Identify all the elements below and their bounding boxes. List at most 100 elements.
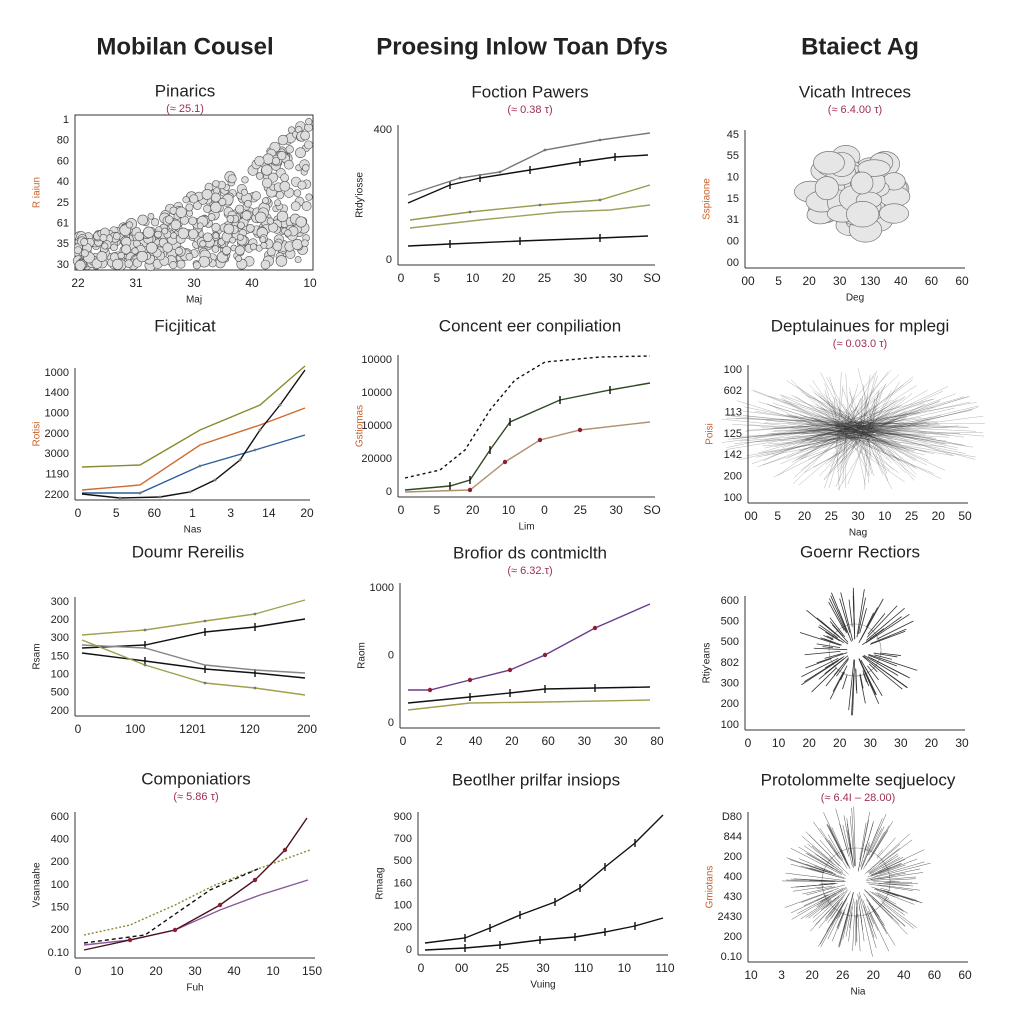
texture-lobe	[846, 201, 878, 227]
x-tick-label: 22	[71, 276, 85, 290]
x-tick-label: 60	[925, 274, 939, 288]
texture-dot	[286, 146, 294, 154]
y-axis-label: Gmiotans	[705, 866, 716, 909]
texture-ray	[859, 892, 876, 948]
x-tick-label: 60	[148, 506, 162, 520]
texture-dot	[137, 251, 148, 262]
curve	[405, 356, 650, 478]
texture-dot	[126, 222, 132, 228]
x-tick-label: 20	[932, 509, 946, 523]
y-tick-label: 200	[724, 851, 742, 863]
x-tick-label: 10	[618, 961, 632, 975]
panel-title: Goernr Rectiors	[800, 542, 920, 561]
y-tick-label: 15	[727, 193, 739, 205]
y-tick-label: 160	[394, 877, 412, 889]
x-tick-label: 130	[860, 274, 880, 288]
texture-dot	[222, 246, 230, 254]
panel-subtitle: (≈ 6.4I – 28.00)	[821, 792, 896, 804]
texture-dot	[170, 261, 177, 268]
texture-dot	[213, 180, 220, 187]
x-tick-label: 0	[75, 506, 82, 520]
texture-dot	[255, 212, 266, 223]
y-tick-label: 55	[727, 150, 739, 162]
texture-dot	[250, 244, 256, 250]
x-tick-label: 150	[302, 964, 322, 978]
panel-title: Beotlher prilfar insiops	[452, 770, 620, 789]
y-tick-label: 200	[721, 698, 739, 710]
texture-dot	[112, 259, 122, 269]
texture-dot	[111, 244, 118, 251]
x-axis-label: Lim	[518, 522, 534, 533]
texture-ray	[801, 899, 831, 919]
x-tick-label: 10	[466, 271, 480, 285]
y-tick-label: 844	[724, 831, 742, 843]
y-tick-label: 0.10	[48, 947, 69, 959]
x-tick-label: 30	[614, 734, 628, 748]
chart-panel: Protolommelte seqjuelocy(≈ 6.4I – 28.00)…	[705, 770, 972, 997]
texture-ray	[863, 900, 873, 927]
x-tick-label: 25	[905, 509, 919, 523]
texture-ray	[864, 906, 874, 937]
curve	[84, 880, 308, 945]
texture-dot	[262, 198, 268, 204]
y-tick-label: 200	[724, 931, 742, 943]
texture-dot	[208, 214, 215, 221]
y-tick-label: 600	[51, 811, 69, 823]
texture-dot	[227, 215, 234, 222]
x-axis-label: Nas	[184, 525, 202, 536]
y-tick-label: 400	[724, 871, 742, 883]
texture-dot	[125, 260, 133, 268]
texture-dot	[236, 205, 244, 213]
texture-dot	[200, 241, 206, 247]
texture-dot	[272, 157, 279, 164]
y-tick-label: 35	[57, 238, 69, 250]
texture-dot	[75, 260, 85, 270]
texture-dot	[102, 243, 108, 249]
texture-dot	[197, 223, 203, 229]
curve	[82, 653, 305, 678]
curve	[410, 205, 650, 228]
chart-panel: Componiatiors(≈ 5.86 τ)60040020010015020…	[32, 769, 323, 993]
texture-lobe	[813, 151, 844, 174]
panel-title: Vicath Intreces	[799, 82, 911, 101]
texture-dot	[171, 233, 177, 239]
x-tick-label: SO	[643, 503, 660, 517]
x-tick-label: 60	[955, 274, 969, 288]
y-tick-label: 00	[727, 257, 739, 269]
texture-dot	[162, 228, 168, 234]
texture-dot	[236, 256, 242, 262]
x-tick-label: 25	[825, 509, 839, 523]
y-tick-label: 31	[727, 214, 739, 226]
x-tick-label: 0	[541, 503, 548, 517]
y-tick-label: 1000	[45, 408, 69, 420]
panel-title: Deptulainues for mplegi	[771, 316, 950, 335]
texture-dot	[267, 248, 275, 256]
texture-ray	[832, 827, 851, 869]
y-axis-label: Rsam	[32, 643, 43, 669]
x-tick-label: 110	[655, 961, 674, 975]
chart-panel: Beotlher prilfar insiops9007005001601002…	[375, 770, 675, 990]
texture-dot	[291, 202, 300, 211]
y-axis-label: Sspiaone	[702, 178, 713, 220]
texture-dot	[176, 207, 186, 217]
texture-dot	[285, 230, 292, 237]
texture-ray	[814, 648, 847, 649]
y-tick-label: 0	[386, 486, 392, 498]
x-tick-label: 1201	[179, 722, 206, 736]
y-tick-label: 802	[721, 657, 739, 669]
x-tick-label: 40	[894, 274, 908, 288]
texture-dot	[296, 217, 307, 228]
y-tick-label: D80	[722, 811, 742, 823]
texture-dot	[242, 211, 251, 220]
x-axis-label: Nia	[850, 987, 865, 998]
texture-dot	[306, 118, 313, 125]
texture-dot	[262, 178, 272, 188]
y-tick-label: 10000	[361, 354, 392, 366]
panel-subtitle: (≈ 5.86 τ)	[173, 791, 218, 803]
texture-dot	[304, 141, 312, 149]
x-tick-label: 20	[925, 736, 939, 750]
texture-dot	[301, 240, 308, 247]
column-heading: Proesing Inlow Toan Dfys	[376, 33, 668, 60]
x-axis-label: Deg	[846, 293, 864, 304]
texture-ray	[871, 859, 917, 876]
